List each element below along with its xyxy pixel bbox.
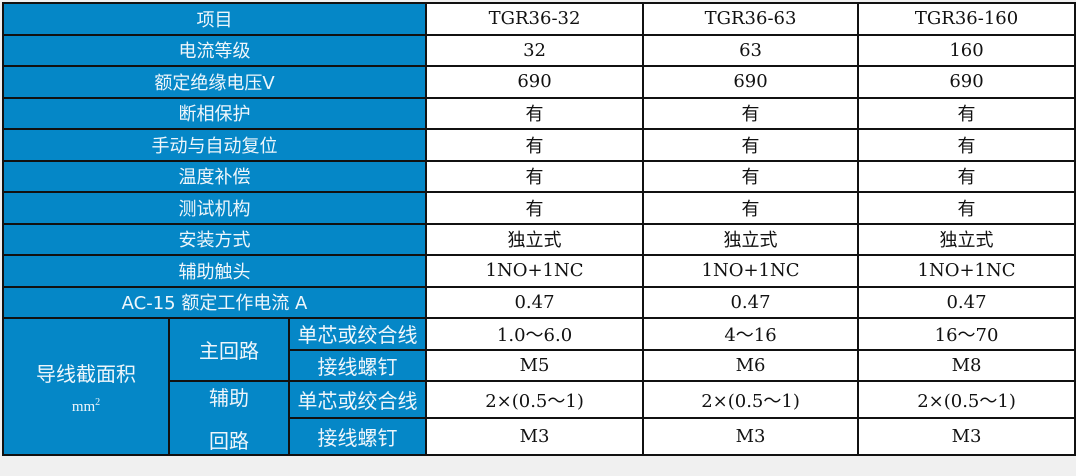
- cell: 有: [642, 96, 860, 130]
- cell: 690: [857, 65, 1076, 99]
- cell: 160: [857, 33, 1076, 67]
- row-label: 电流等级: [1, 33, 428, 67]
- table-row: 安装方式 独立式 独立式 独立式: [1, 222, 1076, 256]
- row-label: 温度补偿: [1, 159, 428, 193]
- cell: 0.47: [857, 285, 1076, 319]
- cell: 有: [857, 159, 1076, 193]
- spec-table: 项目 TGR36-32 TGR36-63 TGR36-160 电流等级 32 63 1…: [1, 2, 1076, 456]
- cell: 63: [642, 33, 860, 67]
- cell: 有: [857, 96, 1076, 130]
- cell: 1NO+1NC: [857, 254, 1076, 288]
- row-label: 测试机构: [1, 191, 428, 225]
- cell: 有: [642, 128, 860, 162]
- table-row: 接线螺钉 M3 M3 M3: [3, 417, 1076, 456]
- cell: 有: [425, 96, 645, 130]
- cell: 有: [642, 191, 860, 225]
- row-label: 安装方式: [1, 222, 428, 256]
- cell: 16～70: [857, 317, 1076, 351]
- aux-label-1: 辅助: [209, 386, 249, 410]
- row-label: 接线螺钉: [287, 348, 428, 382]
- row-label: 单芯或绞合线: [287, 317, 428, 351]
- row-label: 断相保护: [1, 96, 428, 130]
- cell: 有: [857, 128, 1076, 162]
- model-1: TGR36-32: [425, 2, 645, 36]
- cell: 独立式: [642, 222, 860, 256]
- cell: 0.47: [642, 285, 860, 319]
- cell: 2×(0.5～1): [857, 380, 1076, 419]
- table-row: 额定绝缘电压V 690 690 690: [1, 65, 1076, 99]
- cell: M3: [857, 417, 1076, 456]
- cell: M5: [425, 348, 645, 382]
- cell: 有: [642, 159, 860, 193]
- model-3: TGR36-160: [857, 2, 1076, 36]
- table-row: 手动与自动复位有有有: [1, 128, 1076, 162]
- aux-label-2: 回路: [209, 429, 249, 453]
- main-circuit-label: 主回路: [168, 317, 290, 382]
- cell: M3: [642, 417, 860, 456]
- unit-sup: 2: [95, 396, 101, 408]
- cell: 1NO+1NC: [425, 254, 645, 288]
- table-row: 导线截面积 mm2 主回路 单芯或绞合线 1.0～6.0 4～16 16～70: [2, 317, 1076, 456]
- row-label: 手动与自动复位: [1, 128, 428, 162]
- cell: 有: [425, 159, 645, 193]
- cell: 1.0～6.0: [425, 317, 645, 351]
- table-row: 断相保护有有有: [1, 96, 1076, 130]
- cell: 2×(0.5～1): [425, 380, 645, 419]
- aux-circuit-label: 辅助 回路: [168, 380, 290, 456]
- cell: 690: [425, 65, 645, 99]
- cell: M6: [642, 348, 860, 382]
- header-label: 项目: [1, 2, 428, 36]
- table-row: 辅助触头 1NO+1NC 1NO+1NC 1NO+1NC: [1, 254, 1076, 288]
- header-row: 项目 TGR36-32 TGR36-63 TGR36-160: [1, 2, 1076, 36]
- table-row: 电流等级 32 63 160: [1, 33, 1076, 67]
- cell: 独立式: [425, 222, 645, 256]
- cell: 2×(0.5～1): [642, 380, 860, 419]
- wire-section-label: 导线截面积 mm2: [2, 317, 170, 456]
- wire-label: 导线截面积: [36, 361, 136, 386]
- table-row: 接线螺钉 M5 M6 M8: [3, 348, 1076, 382]
- row-label: AC-15 额定工作电流 A: [1, 285, 428, 319]
- cell: M3: [425, 417, 645, 456]
- table-row: AC-15 额定工作电流 A 0.47 0.47 0.47: [1, 285, 1076, 319]
- cell: 4～16: [642, 317, 860, 351]
- row-label: 额定绝缘电压V: [1, 65, 428, 99]
- cell: 独立式: [857, 222, 1076, 256]
- cell: 有: [425, 128, 645, 162]
- cell: 有: [425, 191, 645, 225]
- cell: 0.47: [425, 285, 645, 319]
- cell: 1NO+1NC: [642, 254, 860, 288]
- cell: 有: [857, 191, 1076, 225]
- row-label: 单芯或绞合线: [287, 380, 428, 419]
- table-row: 温度补偿有有有: [1, 159, 1076, 193]
- model-2: TGR36-63: [642, 2, 860, 36]
- table-row: 辅助回路 单芯或绞合线 2×(0.5～1) 2×(0.5～1) 2×(0.5～1…: [3, 380, 1076, 456]
- row-label: 辅助触头: [1, 254, 428, 288]
- unit-text: mm: [71, 398, 96, 415]
- cell: 32: [425, 33, 645, 67]
- cell: 690: [642, 65, 860, 99]
- row-label: 接线螺钉: [287, 417, 428, 456]
- wire-unit: mm2: [4, 397, 168, 416]
- cell: M8: [857, 348, 1076, 382]
- table-row: 测试机构有有有: [1, 191, 1076, 225]
